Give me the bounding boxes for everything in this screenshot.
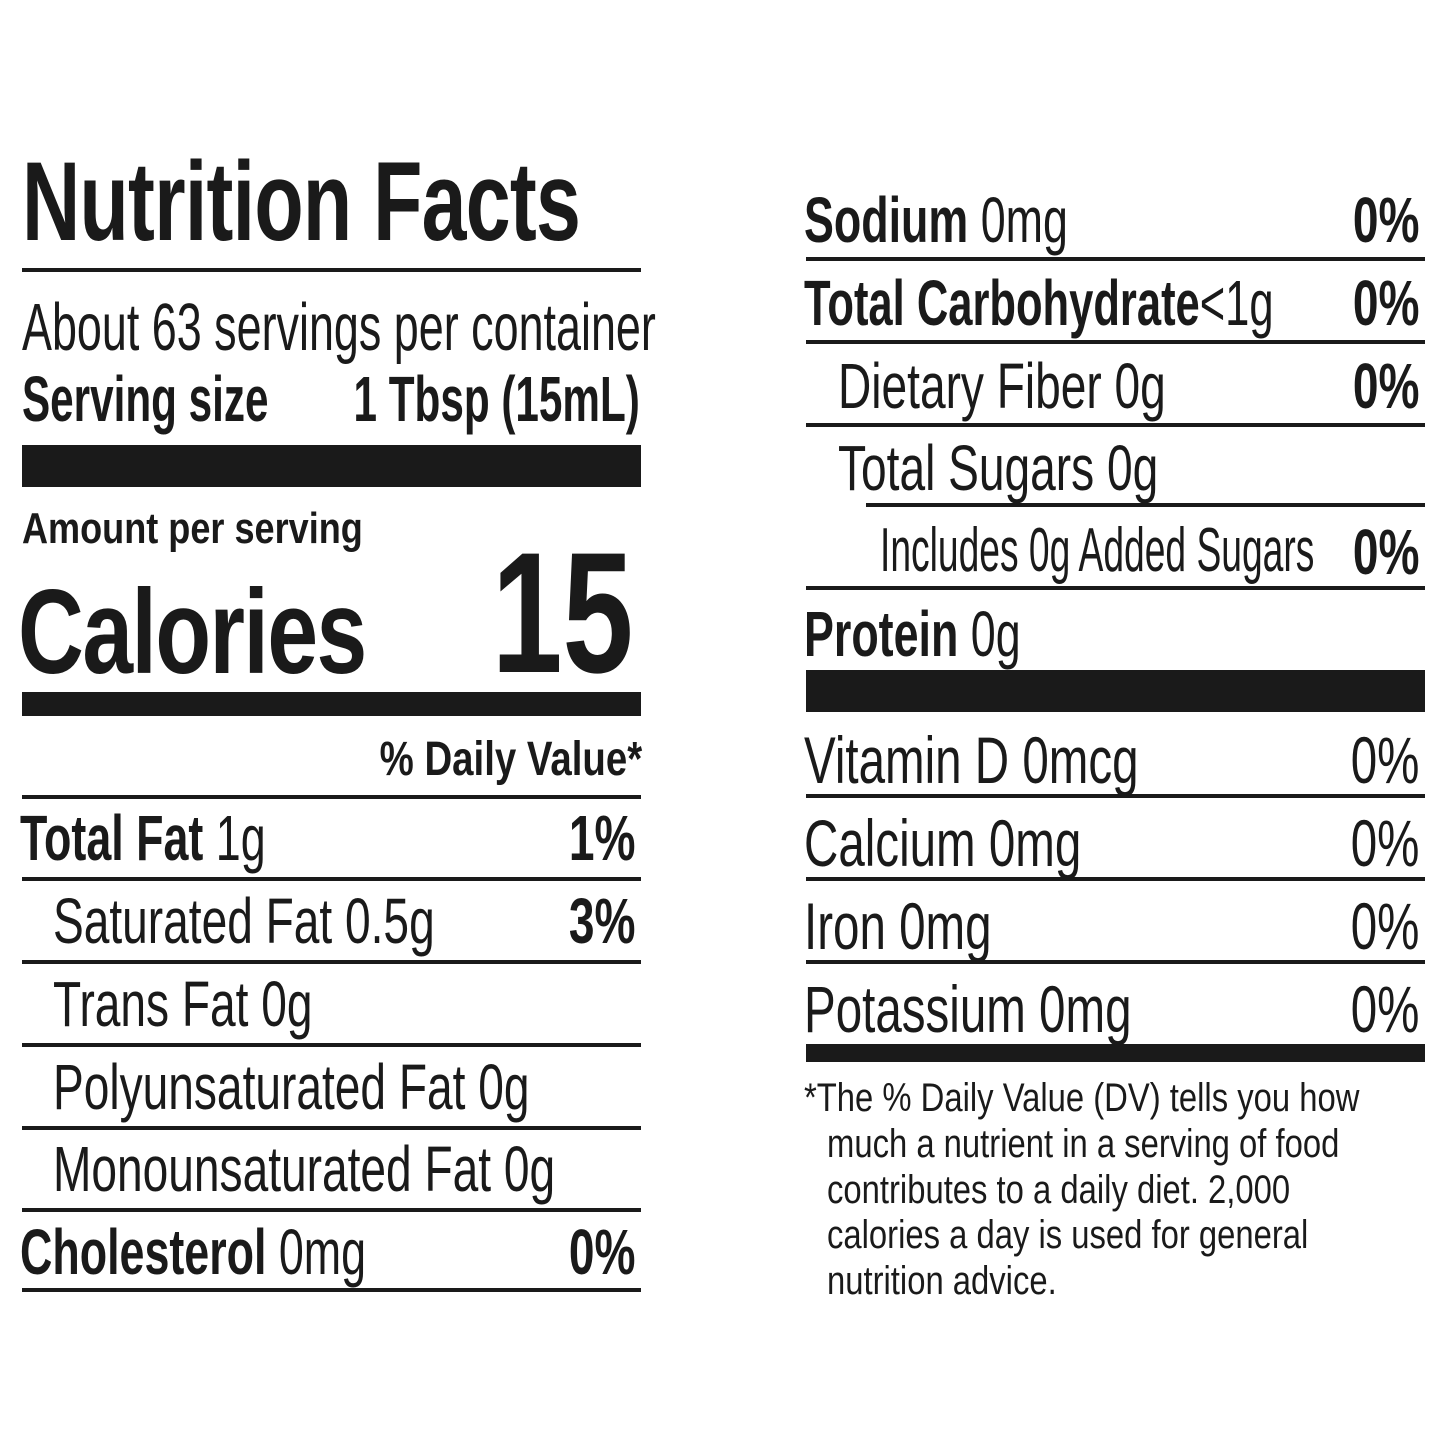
nutrient-dv: 0% [1352, 267, 1419, 339]
vitamin-dv: 0% [1350, 723, 1419, 797]
nutrient-text: Monounsaturated Fat 0g [53, 1137, 555, 1201]
nutrient-amount: 0mg [980, 184, 1068, 256]
nutrient-text: Total Carbohydrate<1g [804, 271, 1274, 335]
nutrient-text: Trans Fat 0g [53, 972, 313, 1036]
vitamin-text: Potassium 0mg [804, 976, 1131, 1042]
nutrient-amount: 0g [478, 1051, 530, 1123]
nutrient-amount: <1g [1199, 267, 1274, 339]
nutrient-amount: 0.5g [345, 885, 435, 957]
row-divider [806, 794, 1425, 798]
row-divider [806, 340, 1425, 344]
vitamin-name: Vitamin D [804, 723, 1010, 797]
vitamins-thick-bar [806, 1044, 1425, 1062]
nutrient-text: Polyunsaturated Fat 0g [53, 1055, 529, 1119]
title-divider [22, 268, 641, 272]
nutrient-name: Trans Fat [53, 968, 249, 1040]
row-divider [806, 423, 1425, 427]
vitamin-dv: 0% [1350, 806, 1419, 880]
nutrient-text: Dietary Fiber 0g [838, 354, 1166, 418]
calories-label: Calories [18, 565, 367, 699]
nutrient-name: Sodium [804, 184, 969, 256]
nutrient-amount: 0g [970, 598, 1021, 670]
dv-divider [22, 795, 641, 799]
serving-size-value: 1 Tbsp (15mL) [353, 363, 640, 435]
row-divider [22, 1126, 641, 1130]
nutrient-dv: 0% [1352, 184, 1419, 256]
vitamin-name: Calcium [804, 806, 976, 880]
row-divider [22, 1288, 641, 1292]
nutrient-amount: 0g [261, 968, 313, 1040]
sugars-divider [866, 503, 1425, 507]
amount-per-serving: Amount per serving [22, 504, 363, 553]
vitamin-amount: 0mg [1039, 972, 1132, 1046]
nutrient-text: Protein 0g [804, 602, 1021, 666]
row-divider [806, 960, 1425, 964]
row-divider [22, 1208, 641, 1212]
vitamin-text: Iron 0mg [804, 893, 992, 959]
nutrient-name: Total Carbohydrate [804, 267, 1200, 339]
nutrient-amount: 0g [503, 1133, 556, 1205]
nutrient-name: Includes 0g Added Sugars [880, 516, 1315, 585]
nutrient-name: Protein [804, 598, 959, 670]
nutrient-text: Saturated Fat 0.5g [53, 889, 435, 953]
vitamin-name: Iron [804, 889, 886, 963]
nutrient-amount: 0g [1114, 350, 1166, 422]
vitamin-dv: 0% [1350, 972, 1419, 1046]
nutrient-name: Cholesterol [20, 1216, 267, 1288]
nutrient-dv: 0% [1352, 350, 1419, 422]
daily-value-header: % Daily Value* [379, 733, 642, 786]
row-divider [22, 1043, 641, 1047]
vitamin-text: Vitamin D 0mcg [804, 727, 1139, 793]
nutrient-dv: 1% [568, 802, 635, 874]
nutrient-text: Total Fat 1g [20, 806, 266, 870]
vitamin-dv: 0% [1350, 889, 1419, 963]
row-divider [806, 257, 1425, 261]
footnote-line: *The % Daily Value (DV) tells you how [804, 1076, 1360, 1120]
nutrient-name: Saturated Fat [53, 885, 333, 957]
nutrient-name: Total Fat [20, 802, 204, 874]
footnote-line: nutrition advice. [827, 1259, 1057, 1303]
nutrient-dv: 0% [1352, 516, 1419, 588]
nutrient-name: Dietary Fiber [838, 350, 1102, 422]
calories-value: 15 [491, 517, 633, 709]
nutrient-name: Total Sugars [838, 432, 1095, 504]
nutrient-name: Monounsaturated Fat [53, 1133, 492, 1205]
vitamin-amount: 0mcg [1022, 723, 1139, 797]
nutrient-text: Sodium 0mg [804, 188, 1068, 252]
vitamin-amount: 0mg [899, 889, 992, 963]
label-title: Nutrition Facts [22, 139, 581, 264]
footnote-line: much a nutrient in a serving of food [827, 1122, 1340, 1166]
protein-thick-bar [806, 670, 1425, 712]
nutrient-amount: 1g [215, 802, 266, 874]
serving-thick-bar [22, 445, 641, 487]
row-divider [806, 877, 1425, 881]
vitamin-name: Potassium [804, 972, 1026, 1046]
nutrient-dv: 3% [568, 885, 635, 957]
row-divider [22, 877, 641, 881]
vitamin-amount: 0mg [988, 806, 1082, 880]
nutrient-amount: 0g [1106, 432, 1159, 504]
nutrient-amount: 0mg [278, 1216, 367, 1288]
row-divider [806, 586, 1425, 590]
vitamin-text: Calcium 0mg [804, 810, 1081, 876]
calories-thick-bar [22, 692, 641, 716]
footnote-line: calories a day is used for general [827, 1213, 1309, 1257]
nutrient-name: Polyunsaturated Fat [53, 1051, 466, 1123]
footnote-line: contributes to a daily diet. 2,000 [827, 1168, 1291, 1212]
row-divider [22, 960, 641, 964]
nutrient-dv: 0% [568, 1216, 635, 1288]
nutrient-text: Total Sugars 0g [838, 436, 1158, 500]
nutrient-text: Cholesterol 0mg [20, 1220, 366, 1284]
servings-per-container: About 63 servings per container [22, 290, 656, 365]
serving-size-label: Serving size [22, 363, 269, 435]
